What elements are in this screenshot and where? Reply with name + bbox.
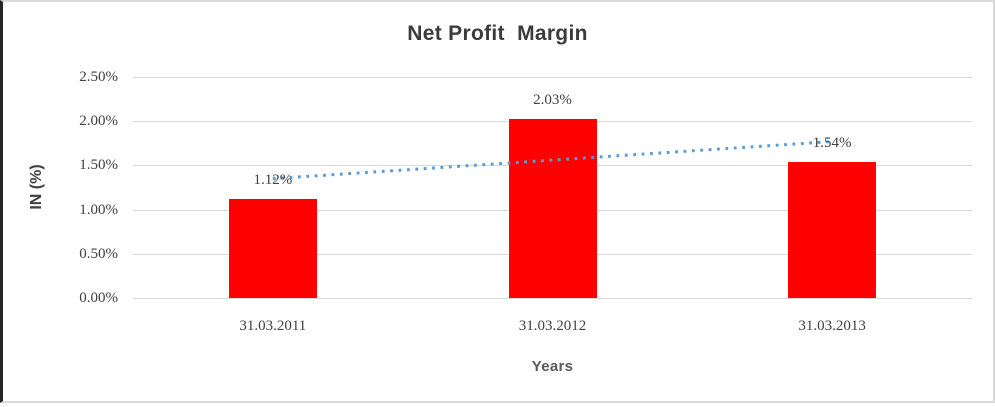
x-axis-tick-label: 31.03.2012 — [518, 318, 587, 334]
y-axis-tick-label: 0.50% — [79, 245, 118, 262]
chart-title: Net Profit Margin — [407, 22, 588, 45]
bar-31.03.2012 — [508, 118, 597, 298]
x-axis-title: Years — [531, 358, 574, 375]
y-axis-tick-label: 1.00% — [79, 201, 118, 218]
bar-data-label: 2.03% — [533, 91, 572, 108]
y-axis-tick-label: 2.50% — [79, 69, 118, 85]
y-axis-tick-label: 2.00% — [79, 113, 118, 130]
gridline — [133, 77, 972, 78]
bar-data-label: 1.12% — [253, 171, 293, 188]
bar-31.03.2011 — [228, 198, 317, 298]
y-axis-tick-label: 0.00% — [79, 290, 118, 306]
y-axis-tick-label: 1.50% — [79, 157, 118, 174]
x-axis-tick-label: 31.03.2011 — [239, 318, 307, 334]
bar-data-label: 1.54% — [812, 134, 852, 151]
x-axis-tick-label: 31.03.2013 — [798, 318, 866, 334]
trendline — [272, 140, 833, 181]
gridline — [133, 298, 972, 299]
bar-31.03.2013 — [788, 161, 877, 298]
